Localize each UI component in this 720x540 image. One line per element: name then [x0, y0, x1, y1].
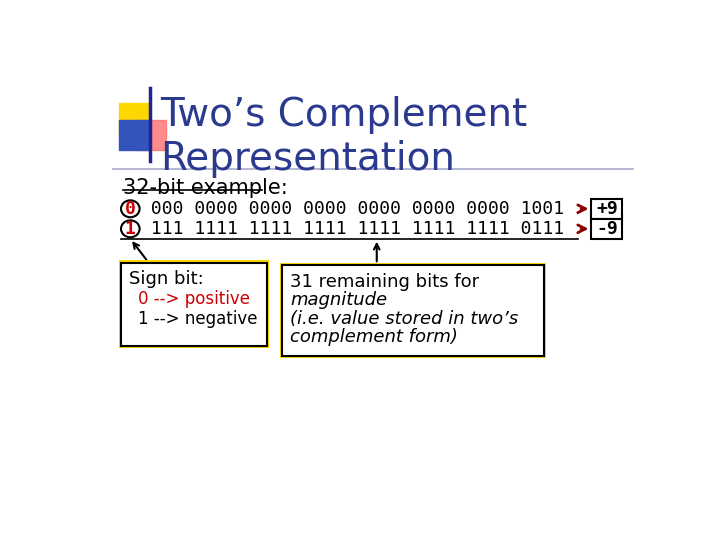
- Text: 000 0000 0000 0000 0000 0000 0000 1001: 000 0000 0000 0000 0000 0000 0000 1001: [140, 200, 564, 218]
- Text: 32-bit example:: 32-bit example:: [122, 178, 287, 198]
- Text: 0: 0: [125, 200, 136, 218]
- Text: complement form): complement form): [290, 328, 458, 346]
- Text: magnitude: magnitude: [290, 291, 387, 309]
- Text: 31 remaining bits for: 31 remaining bits for: [290, 273, 479, 291]
- Ellipse shape: [121, 220, 140, 237]
- FancyBboxPatch shape: [121, 262, 266, 346]
- FancyBboxPatch shape: [119, 260, 269, 348]
- FancyBboxPatch shape: [280, 262, 546, 358]
- Text: 111 1111 1111 1111 1111 1111 1111 0111: 111 1111 1111 1111 1111 1111 1111 0111: [140, 220, 564, 238]
- FancyBboxPatch shape: [591, 199, 622, 219]
- Text: 1: 1: [125, 220, 136, 238]
- Text: Two’s Complement
Representation: Two’s Complement Representation: [160, 96, 527, 178]
- Text: 1 --> negative: 1 --> negative: [138, 310, 258, 328]
- Bar: [137, 120, 166, 150]
- Text: +9: +9: [596, 200, 618, 218]
- FancyBboxPatch shape: [591, 219, 622, 239]
- Bar: [120, 103, 149, 132]
- Text: 0 --> positive: 0 --> positive: [138, 291, 250, 308]
- Text: (i.e. value stored in two’s: (i.e. value stored in two’s: [290, 309, 518, 328]
- Bar: [120, 120, 149, 150]
- FancyBboxPatch shape: [282, 265, 544, 356]
- Text: -9: -9: [596, 220, 618, 238]
- Ellipse shape: [121, 200, 140, 217]
- Text: Sign bit:: Sign bit:: [129, 271, 204, 288]
